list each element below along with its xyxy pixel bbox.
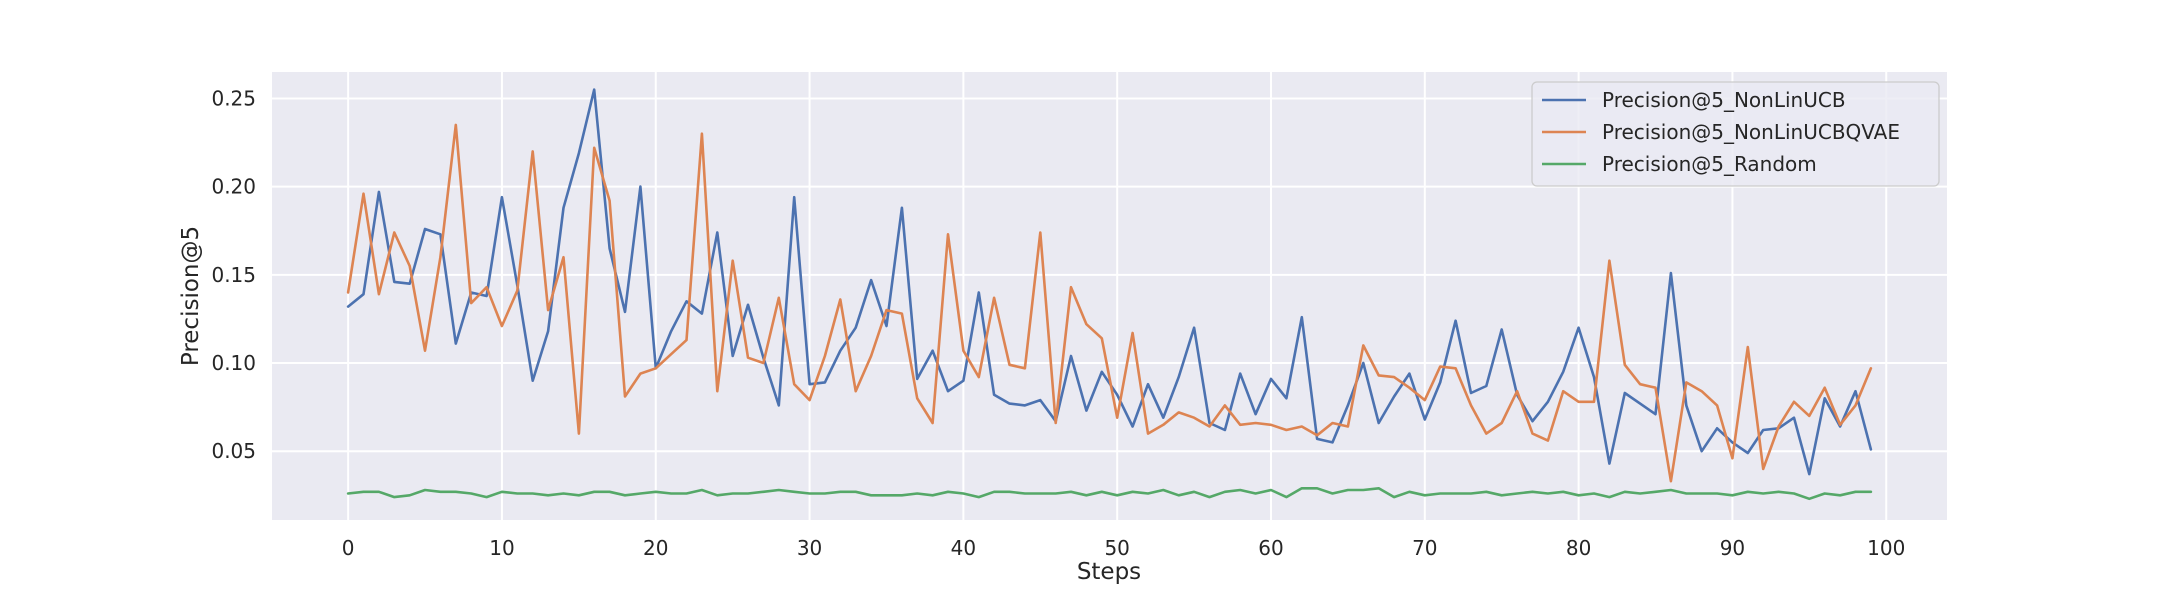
x-tick-label: 60 — [1258, 536, 1283, 560]
x-tick-label: 50 — [1104, 536, 1129, 560]
x-tick-label: 40 — [951, 536, 976, 560]
x-tick-label: 30 — [797, 536, 822, 560]
y-tick-label: 0.05 — [211, 439, 256, 463]
y-axis-label: Precision@5 — [178, 226, 204, 366]
series-lines — [346, 88, 1873, 501]
x-tick-label: 10 — [489, 536, 514, 560]
x-tick-label: 80 — [1566, 536, 1591, 560]
legend-box — [1531, 81, 1940, 187]
y-tick-label: 0.15 — [211, 263, 256, 287]
y-tick-labels: 0.05 0.10 0.15 0.20 0.25 — [211, 86, 256, 463]
x-tick-label: 20 — [643, 536, 668, 560]
series-line-3 — [346, 486, 1873, 501]
legend-entry: Precision@5_NonLinUCBQVAE — [1602, 120, 1900, 144]
y-tick-label: 0.20 — [211, 175, 256, 199]
x-tick-label: 100 — [1867, 536, 1905, 560]
x-tick-label: 0 — [342, 536, 355, 560]
legend-entry: Precision@5_Random — [1602, 152, 1817, 176]
x-axis-label: Steps — [1077, 559, 1141, 585]
y-tick-label: 0.25 — [211, 86, 256, 110]
x-tick-label: 70 — [1412, 536, 1437, 560]
legend-entry: Precision@5_NonLinUCB — [1602, 88, 1846, 112]
x-tick-label: 90 — [1720, 536, 1745, 560]
series-line-2 — [346, 123, 1873, 483]
x-tick-labels: 0 10 20 30 40 50 60 70 80 90 100 — [342, 536, 1906, 560]
y-tick-label: 0.10 — [211, 351, 256, 375]
legend: Precision@5_NonLinUCB Precision@5_NonLinU… — [1531, 81, 1940, 187]
